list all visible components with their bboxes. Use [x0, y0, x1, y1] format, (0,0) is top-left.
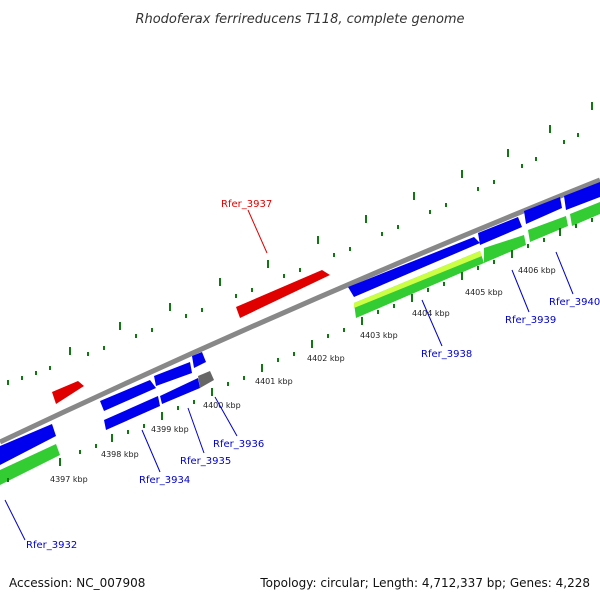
gene-label-rfer-3932[interactable]: Rfer_3932	[26, 540, 77, 551]
tick-label-4403: 4403 kbp	[360, 331, 398, 340]
cds-small-red[interactable]	[52, 381, 84, 404]
cds-rfer-3935[interactable]	[154, 362, 200, 404]
gene-bar-3932[interactable]	[0, 444, 60, 485]
gene-label-rfer-3935[interactable]: Rfer_3935	[180, 456, 231, 467]
cds-rfer-3937[interactable]	[236, 270, 330, 318]
genome-title: Rhodoferax ferrireducens T118, complete …	[135, 12, 464, 27]
tick-label-4406: 4406 kbp	[518, 266, 556, 275]
gene-label-rfer-3936[interactable]: Rfer_3936	[213, 439, 264, 450]
accession-text: Accession: NC_007908	[9, 576, 145, 590]
gene-bar-3940[interactable]	[528, 202, 600, 242]
gene-bar-3938[interactable]	[354, 251, 484, 318]
genome-summary-text: Topology: circular; Length: 4,712,337 bp…	[259, 576, 590, 590]
tick-label-4405: 4405 kbp	[465, 288, 503, 297]
tick-label-4402: 4402 kbp	[307, 354, 345, 363]
cds-rfer-3938[interactable]	[348, 237, 480, 297]
tick-label-4399: 4399 kbp	[151, 425, 189, 434]
tick-label-4398: 4398 kbp	[101, 450, 139, 459]
inner-tick-ring	[7, 218, 593, 482]
gene-leader-lines	[4, 209, 574, 541]
cds-rfer-3939[interactable]	[478, 217, 522, 245]
gene-label-rfer-3939[interactable]: Rfer_3939	[505, 315, 556, 326]
tick-label-4404: 4404 kbp	[412, 309, 450, 318]
cds-rfer-3932[interactable]	[0, 424, 56, 465]
gene-label-rfer-3940[interactable]: Rfer_3940	[549, 297, 600, 308]
gene-label-rfer-3937[interactable]: Rfer_3937	[221, 199, 272, 210]
cds-gap	[198, 371, 214, 388]
tick-label-4401: 4401 kbp	[255, 377, 293, 386]
cds-rfer-3934[interactable]	[100, 380, 160, 430]
tick-label-4400: 4400 kbp	[203, 401, 241, 410]
tick-label-4397: 4397 kbp	[50, 475, 88, 484]
cds-rfer-3940[interactable]	[524, 182, 600, 224]
genome-backbone	[0, 177, 600, 445]
gene-label-rfer-3938[interactable]: Rfer_3938	[421, 349, 472, 360]
cds-rfer-3936[interactable]	[192, 352, 206, 368]
outer-tick-ring	[7, 102, 593, 385]
gene-label-rfer-3934[interactable]: Rfer_3934	[139, 475, 190, 486]
gene-bar-3939[interactable]	[484, 235, 526, 263]
